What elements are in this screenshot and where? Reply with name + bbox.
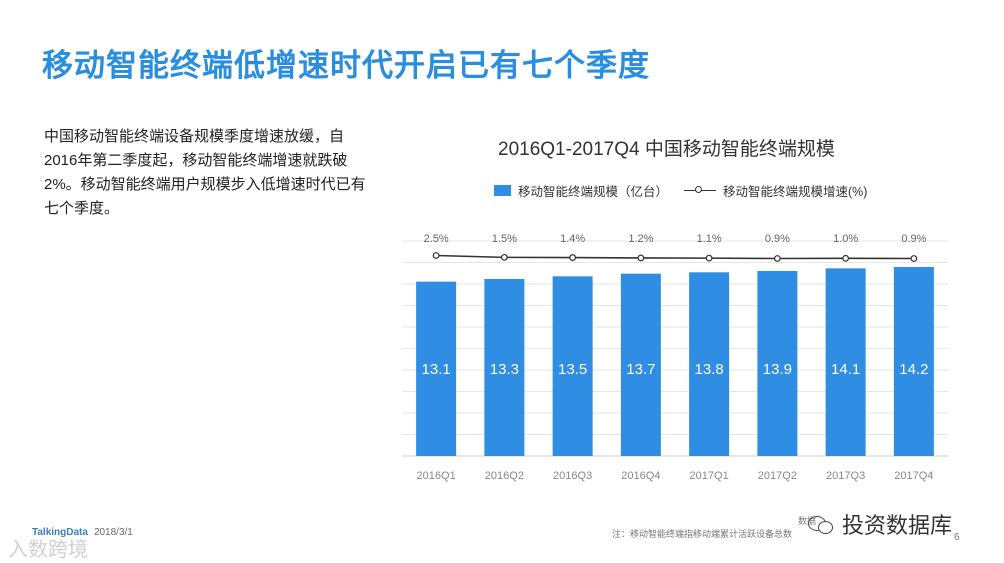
bar-value-label: 13.1 (422, 361, 451, 378)
x-tick-label: 2017Q4 (894, 470, 933, 482)
legend-item-bar: 移动智能终端规模（亿台） (494, 181, 668, 200)
x-tick-label: 2016Q4 (621, 470, 660, 482)
bar-2017Q4 (893, 267, 934, 456)
growth-rate-label: 1.1% (697, 233, 722, 245)
growth-rate-point (773, 255, 781, 262)
bar-2017Q2 (757, 270, 798, 456)
legend-bar-label: 移动智能终端规模（亿台） (518, 184, 669, 199)
bar-value-label: 13.5 (558, 361, 587, 378)
bar-value-label: 13.3 (490, 361, 519, 378)
x-tick-label: 2017Q1 (690, 470, 729, 482)
bar-value-label: 13.8 (695, 361, 724, 378)
legend-item-line: 移动智能终端规模增速(%) (684, 181, 867, 200)
bar-2016Q3 (552, 276, 593, 456)
x-tick-label: 2016Q2 (485, 470, 524, 482)
footer-date: 2018/3/1 (93, 527, 133, 538)
growth-rate-point (910, 255, 918, 262)
bar-value-label: 13.7 (626, 361, 655, 378)
summary-text: 中国移动智能终端设备规模季度增速放缓，自2016年第二季度起，移动智能终端增速就… (44, 128, 366, 217)
x-tick-label: 2017Q2 (758, 470, 797, 482)
watermark-text: 入数跨境 (8, 539, 88, 561)
growth-rate-point (500, 253, 508, 261)
growth-rate-label: 0.9% (901, 233, 926, 245)
bar-2017Q1 (689, 272, 730, 456)
growth-rate-label: 0.9% (765, 233, 790, 245)
footer-brand-area: 入数跨境 TalkingData 2018/3/1 (8, 527, 133, 561)
x-tick-label: 2016Q1 (417, 470, 456, 482)
x-tick-label: 2016Q3 (553, 470, 592, 482)
growth-rate-point (637, 254, 645, 262)
growth-rate-point (705, 254, 713, 262)
bar-2016Q1 (416, 281, 457, 456)
legend-line-label: 移动智能终端规模增速(%) (723, 184, 868, 199)
bar-2016Q4 (620, 273, 661, 456)
wechat-icon (808, 514, 834, 534)
bar-2017Q3 (825, 268, 866, 456)
growth-rate-label: 1.2% (628, 233, 653, 245)
bar-value-label: 13.9 (763, 361, 792, 378)
legend-bar-swatch (494, 184, 511, 196)
growth-rate-line (436, 254, 914, 260)
bar-2016Q2 (484, 278, 525, 456)
legend-line-swatch (684, 184, 717, 196)
bar-value-label: 14.1 (831, 361, 860, 378)
wechat-account-label: 投资数据库 (842, 513, 953, 538)
footer-note: 注：移动智能终端指移动端累计活跃设备总数 (612, 529, 793, 539)
growth-rate-point (842, 254, 850, 262)
growth-rate-label: 1.4% (560, 233, 585, 245)
growth-rate-point (569, 254, 577, 261)
bar-value-label: 14.2 (899, 361, 928, 378)
growth-rate-label: 2.5% (424, 233, 449, 245)
growth-rate-point (432, 252, 440, 259)
brand-logo: TalkingData (32, 527, 88, 538)
chart-legend: 移动智能终端规模（亿台） 移动智能终端规模增速(%) (494, 180, 883, 200)
growth-rate-label: 1.0% (833, 233, 858, 245)
wechat-account: 投资数据库 (808, 508, 952, 540)
chart-title: 2016Q1-2017Q4 中国移动智能终端规模 (498, 139, 835, 160)
source-label: 数据 (798, 516, 817, 526)
growth-rate-label: 1.5% (492, 233, 517, 245)
page-title: 移动智能终端低增速时代开启已有七个季度 (42, 48, 650, 83)
page-number: 6 (954, 532, 960, 543)
x-tick-label: 2017Q3 (826, 470, 865, 482)
